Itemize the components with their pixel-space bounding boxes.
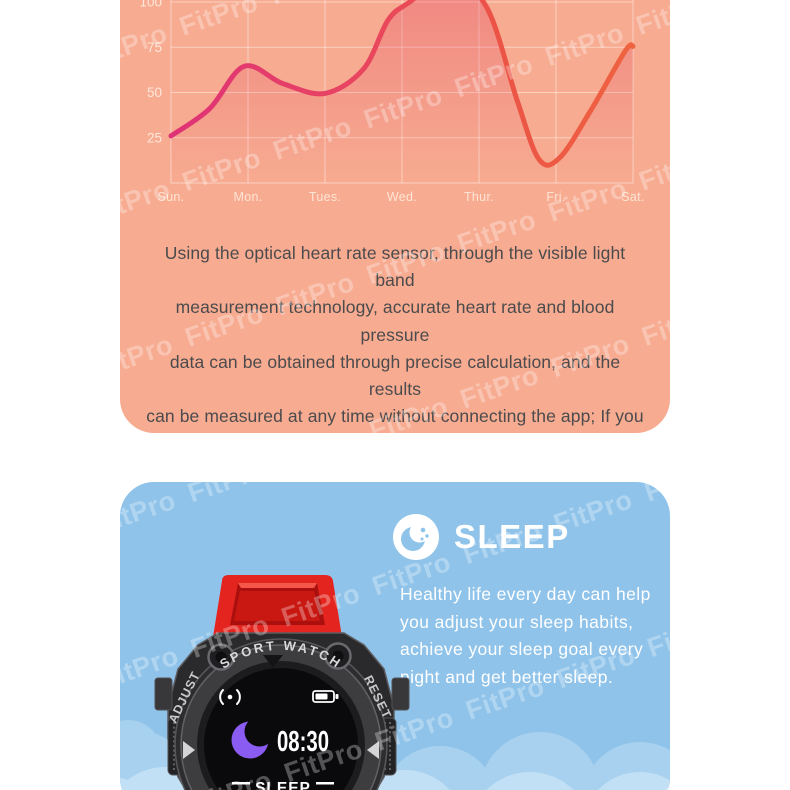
watch-band: [213, 575, 342, 637]
x-axis-label: Thur.: [464, 190, 494, 204]
watermark-text: FitPro: [0, 49, 81, 105]
bezel-right-pointer-icon: [367, 741, 379, 759]
right-crown-button: [391, 677, 410, 711]
bezel-screw-right: [324, 642, 352, 670]
x-axis-label: Sat.: [621, 190, 644, 204]
y-axis-tick: 25: [147, 130, 162, 145]
battery-icon: [312, 690, 339, 703]
watch-mode-label: SLEEP: [255, 780, 311, 790]
watermark-text: FitPro: [0, 204, 84, 260]
sleep-moon-icon: [231, 716, 275, 759]
signal-icon: [219, 689, 241, 705]
bezel-top-pointer-icon: [263, 655, 283, 668]
heart-rate-card: 25 50 75 100 Sun. Mon. Tues. Wed. Thur. Fri. Sat. …: [120, 0, 670, 433]
y-axis-tick: 75: [147, 40, 162, 55]
watermark-text: FitPro: [0, 703, 1, 759]
sleep-title: SLEEP: [454, 518, 570, 555]
watermark-text: FitPro: [734, 577, 790, 632]
watermark-text: FitPro: [725, 110, 790, 166]
bezel-left-pointer-icon: [183, 741, 195, 759]
x-axis-label: Wed.: [387, 190, 417, 204]
left-crown-button: [154, 677, 173, 711]
chart-area-fill: [171, 0, 633, 183]
watch-screen: 08:30 SLEEP: [204, 668, 358, 790]
watermark-text: FitPro: [737, 732, 790, 788]
watermark-text: FitPro: [731, 421, 790, 477]
smartwatch-image: SPORT WATCH ADJUST RESET: [154, 575, 410, 790]
heart-rate-line: [168, 0, 636, 168]
heart-rate-chart: 25 50 75 100 Sun. Mon. Tues. Wed. Thur. Fri. Sat.: [139, 0, 644, 204]
y-axis-tick: 100: [139, 0, 162, 10]
watermark-text: FitPro: [0, 360, 87, 416]
y-axis-tick: 50: [147, 85, 162, 100]
mode-dash-left: [232, 782, 250, 785]
mode-dash-right: [316, 782, 334, 785]
watermark-text: FitPro: [2, 516, 89, 571]
x-axis-label: Mon.: [234, 190, 263, 204]
sleep-card: SLEEP Healthy life every day can help yo…: [120, 482, 670, 790]
heart-rate-description: Using the optical heart rate sensor, thr…: [146, 243, 644, 427]
watermark-text: FitPro: [5, 671, 92, 727]
watch-time: 08:30: [277, 726, 329, 758]
x-axis-label: Fri.: [546, 190, 565, 204]
x-axis-label: Sun.: [158, 190, 185, 204]
sleep-header: SLEEP: [392, 513, 570, 561]
x-axis-label: Tues.: [309, 190, 341, 204]
moon-stars-icon: [393, 514, 439, 560]
sleep-description: Healthy life every day can help you adju…: [400, 584, 651, 687]
watermark-text: FitPro: [728, 266, 790, 321]
bezel-screw-left: [207, 643, 235, 671]
